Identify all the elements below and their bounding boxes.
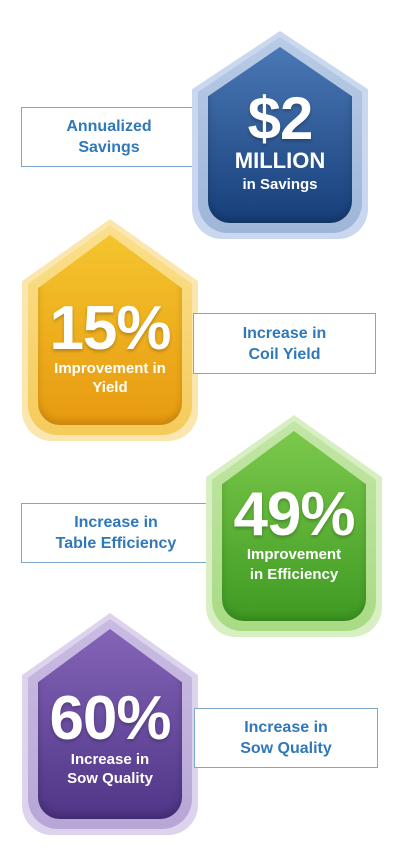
label-line: Sow Quality	[240, 740, 332, 757]
label-increase-coil-yield: Increase in Coil Yield	[193, 313, 376, 374]
label-increase-table-efficiency: Increase in Table Efficiency	[21, 503, 211, 563]
card-value: 49%	[233, 480, 355, 549]
card-caption: in Savings	[242, 176, 318, 193]
card-caption-line-1: Increase in	[70, 751, 150, 768]
label-increase-sow-quality: Increase in Sow Quality	[194, 708, 378, 768]
card-savings: $2 MILLION in Savings	[192, 31, 368, 239]
card-unit: MILLION	[234, 148, 326, 173]
label-line: Increase in	[242, 324, 327, 342]
card-yield: 15% Improvement in Yield	[22, 219, 198, 441]
label-line: Increase in	[244, 719, 328, 736]
label-line: Savings	[78, 139, 140, 156]
card-efficiency: 49% Improvement in Efficiency	[206, 415, 382, 637]
card-caption-line-2: in Efficiency	[249, 566, 339, 583]
label-line: Increase in	[74, 514, 158, 531]
card-value: 15%	[49, 294, 171, 363]
card-sow-quality: 60% Increase in Sow Quality	[22, 613, 198, 835]
label-line: Coil Yield	[248, 345, 321, 363]
card-value: $2	[247, 85, 314, 152]
card-caption-line-2: Sow Quality	[67, 770, 153, 787]
card-caption-line-1: Improvement in	[54, 360, 166, 377]
label-annualized-savings: Annualized Savings	[21, 107, 197, 167]
card-caption-line-1: Improvement	[246, 546, 342, 563]
label-line: Annualized	[66, 118, 152, 135]
card-value: 60%	[49, 684, 171, 753]
label-line: Table Efficiency	[55, 535, 177, 552]
card-caption-line-2: Yield	[92, 379, 128, 396]
